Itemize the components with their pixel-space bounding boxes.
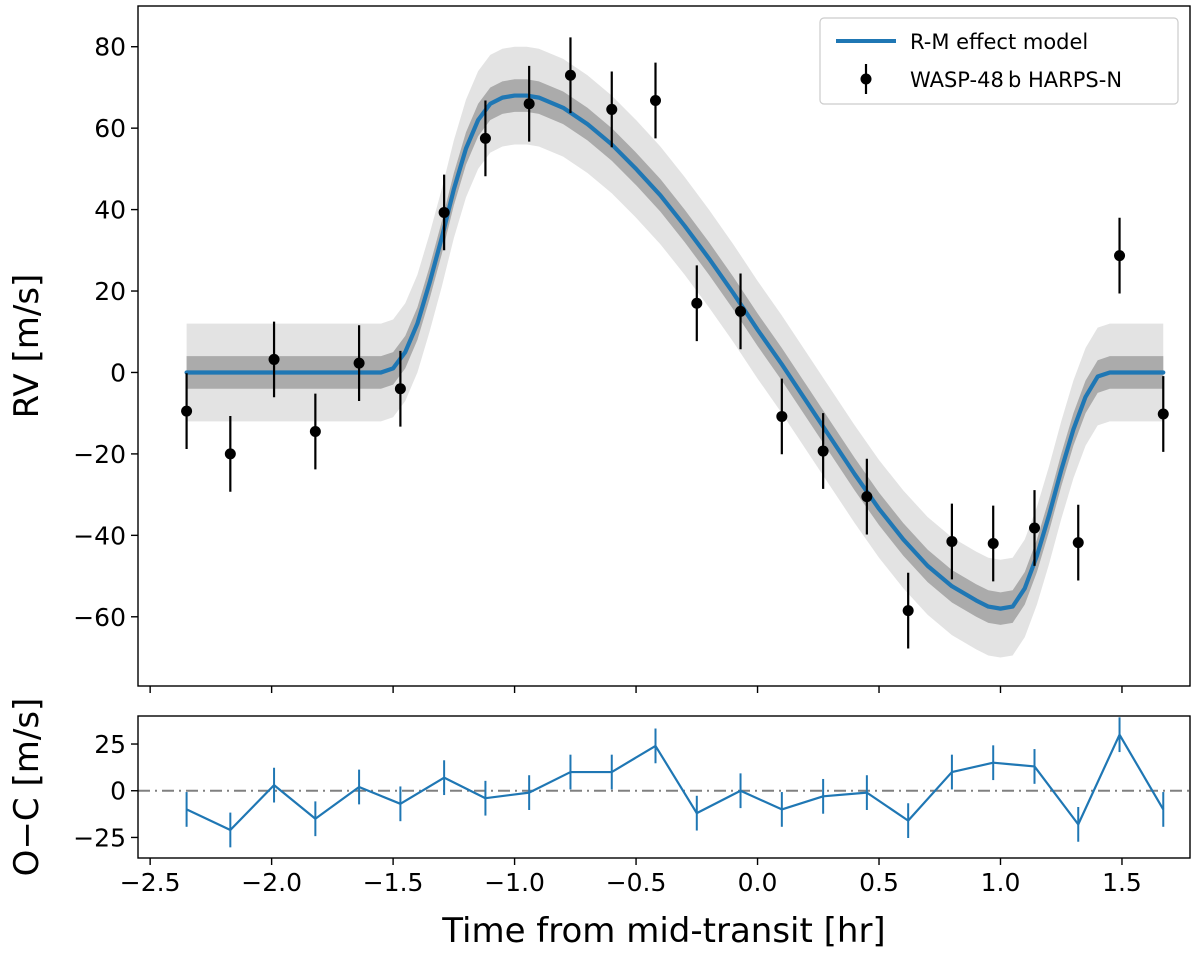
observation-point xyxy=(1114,250,1126,262)
observation-point xyxy=(861,491,873,503)
observation-point xyxy=(946,535,958,547)
rv-y-ticks: −60 −40 −20 0 20 40 60 80 xyxy=(73,33,138,632)
observation-point xyxy=(523,98,535,110)
observation-point xyxy=(438,206,450,218)
observation-point xyxy=(309,426,321,438)
legend-box xyxy=(819,17,1179,105)
rv-y-tick-label: 40 xyxy=(94,196,126,225)
x-tick-label: −1.5 xyxy=(363,868,424,897)
model-outer-band xyxy=(186,46,1164,658)
x-tick-label: −1.0 xyxy=(484,868,545,897)
model-curve-group xyxy=(184,93,1166,611)
x-tick-label: −2.5 xyxy=(120,868,181,897)
legend: R-M effect model WASP-48 b HARPS-N xyxy=(819,17,1179,105)
observation-point xyxy=(564,69,576,81)
residual-y-tick-label: −25 xyxy=(73,823,126,852)
x-tick-label: 0.5 xyxy=(859,868,899,897)
observation-point xyxy=(1072,537,1084,549)
rm-model-line xyxy=(184,93,1166,611)
residual-y-tick-label: 0 xyxy=(110,777,126,806)
observation-point xyxy=(606,103,618,115)
observation-point xyxy=(394,383,406,395)
rv-panel: −60 −40 −20 0 20 40 60 80 RV [m/s] R-M effect m… xyxy=(7,5,1191,693)
observation-point xyxy=(817,445,829,457)
observation-point xyxy=(479,132,491,144)
rv-y-tick-label: 0 xyxy=(110,358,126,387)
rv-y-tick-label: −60 xyxy=(73,603,126,632)
rv-y-tick-label: 80 xyxy=(94,33,126,62)
x-tick-label: 0.0 xyxy=(738,868,778,897)
residual-panel-frame xyxy=(137,715,1191,859)
observation-point xyxy=(902,605,914,617)
rv-y-tick-label: 20 xyxy=(94,277,126,306)
rv-x-ticks xyxy=(149,686,1123,693)
model-outer-band-area xyxy=(186,46,1164,658)
observation-point xyxy=(735,305,747,317)
rv-y-tick-label: −40 xyxy=(73,521,126,550)
x-tick-label: −0.5 xyxy=(606,868,667,897)
legend-observation-label: WASP-48 b HARPS-N xyxy=(910,68,1122,92)
residual-series-group xyxy=(185,717,1165,848)
residual-y-ticks: −25 0 25 xyxy=(73,730,138,852)
legend-observation-marker xyxy=(860,73,872,85)
observation-point xyxy=(181,405,193,417)
observation-point xyxy=(1157,408,1169,420)
rv-y-tick-label: −20 xyxy=(73,440,126,469)
observation-point xyxy=(268,353,280,365)
observation-point xyxy=(353,357,365,369)
x-tick-label: 1.5 xyxy=(1102,868,1142,897)
residual-x-ticks: −2.5 −2.0 −1.5 −1.0 −0.5 0.0 0.5 1.0 1.5 xyxy=(120,858,1142,897)
observation-point xyxy=(691,297,703,309)
residual-y-axis-label: O−C [m/s] xyxy=(7,698,47,877)
observation-point xyxy=(1029,522,1041,534)
x-tick-label: −2.0 xyxy=(241,868,302,897)
residual-line xyxy=(186,733,1165,832)
observation-point xyxy=(649,94,661,106)
observation-point xyxy=(224,448,236,460)
observation-point xyxy=(776,410,788,422)
rv-panel-frame xyxy=(137,5,1191,687)
observations-group xyxy=(181,37,1169,649)
residual-y-tick-label: 25 xyxy=(94,730,126,759)
x-tick-label: 1.0 xyxy=(981,868,1021,897)
legend-model-label: R-M effect model xyxy=(910,30,1088,54)
rv-y-tick-label: 60 xyxy=(94,114,126,143)
observation-point xyxy=(987,537,999,549)
rv-y-axis-label: RV [m/s] xyxy=(7,274,47,419)
x-axis-label: Time from mid-transit [hr] xyxy=(441,911,885,951)
